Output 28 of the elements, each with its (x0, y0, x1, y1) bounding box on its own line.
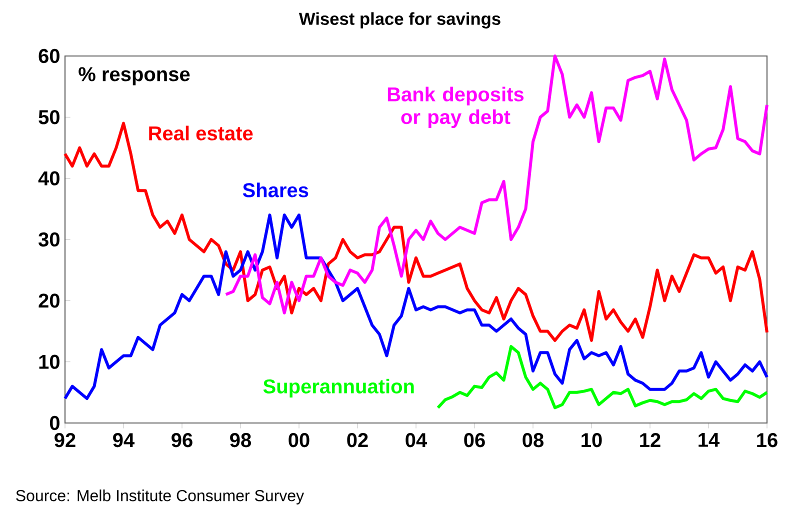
y-tick-label: 0 (50, 416, 60, 430)
y-tick-label: 30 (38, 232, 60, 247)
y-tick-label: 40 (38, 171, 60, 186)
x-tick-label: 16 (757, 433, 778, 448)
x-tick-label: 06 (464, 433, 485, 448)
x-tick-label: 00 (288, 433, 310, 448)
x-tick-label: 04 (406, 433, 428, 448)
x-tick-label: 12 (640, 433, 660, 448)
series-label: Superannuation (263, 378, 414, 398)
series-label: Bank deposits or pay debt (388, 86, 524, 128)
x-tick-label: 96 (172, 433, 192, 448)
series-label: Real estate (149, 126, 253, 140)
x-tick-label: 94 (113, 433, 135, 448)
y-tick-label: 50 (38, 110, 60, 124)
annotation: % response (78, 67, 190, 86)
chart-title: Wisest place for savings (298, 12, 500, 28)
x-tick-label: 14 (698, 433, 720, 447)
line-series (436, 345, 768, 410)
series-label: Shares (242, 182, 308, 198)
x-tick-label: 08 (522, 433, 544, 448)
x-tick-label: 02 (347, 433, 368, 448)
x-tick-label: 10 (582, 433, 602, 448)
y-tick-label: 10 (39, 354, 60, 369)
source-note: Source: Melb Institute Consumer Survey (16, 490, 304, 504)
x-tick-label: 98 (230, 433, 251, 448)
y-tick-label: 60 (38, 48, 60, 64)
y-tick-label: 20 (38, 294, 60, 308)
x-tick-label: 92 (54, 433, 76, 448)
